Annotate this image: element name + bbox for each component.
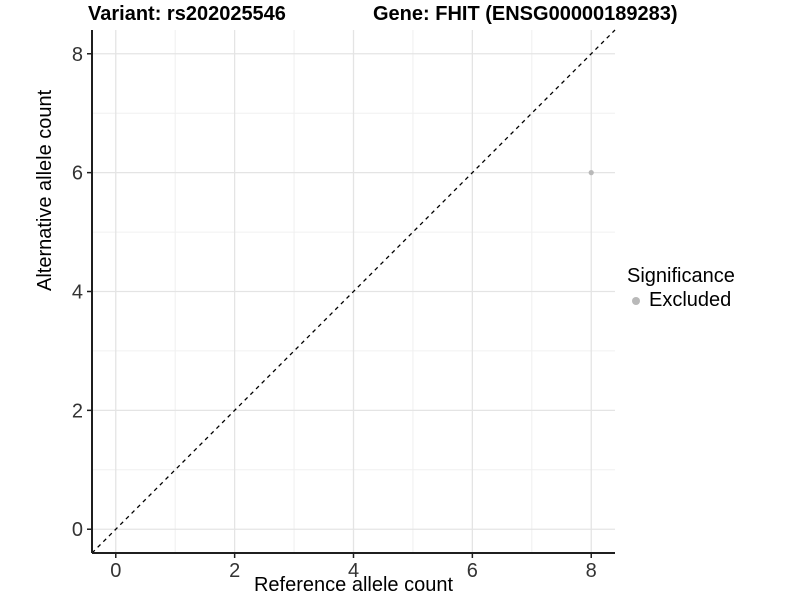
y-tick-label: 6 bbox=[72, 163, 83, 185]
y-tick-label: 4 bbox=[72, 282, 83, 304]
x-tick-label: 4 bbox=[348, 560, 359, 582]
legend: Significance Excluded bbox=[627, 264, 735, 312]
gene-title: Gene: FHIT (ENSG00000189283) bbox=[373, 3, 678, 25]
x-tick-label: 6 bbox=[467, 560, 478, 582]
y-tick-label: 2 bbox=[72, 400, 83, 422]
x-tick-label: 2 bbox=[229, 560, 240, 582]
x-axis-title: Reference allele count bbox=[253, 574, 453, 596]
legend-title: Significance bbox=[627, 265, 735, 287]
legend-entry-label: Excluded bbox=[649, 289, 732, 311]
identity-line bbox=[91, 29, 616, 554]
x-tick-label: 0 bbox=[110, 560, 121, 582]
x-tick-label: 8 bbox=[586, 560, 597, 582]
excluded-point-icon bbox=[632, 296, 640, 305]
legend-key bbox=[627, 292, 645, 310]
variant-title: Variant: rs202025546 bbox=[88, 3, 286, 25]
data-point bbox=[588, 170, 594, 176]
y-tick-label: 8 bbox=[72, 44, 83, 66]
y-tick-label: 0 bbox=[72, 519, 83, 541]
legend-entry-excluded: Excluded bbox=[627, 289, 735, 312]
